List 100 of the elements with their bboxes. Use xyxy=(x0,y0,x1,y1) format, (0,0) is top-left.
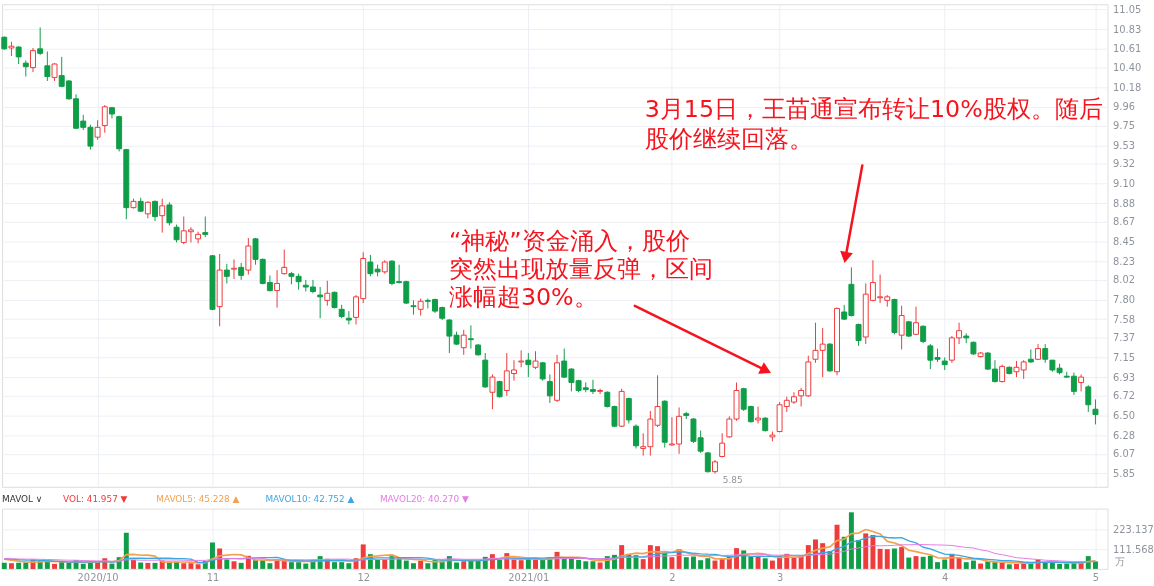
bar xyxy=(1006,564,1012,569)
y-tick-label: 8.23 xyxy=(1112,255,1135,267)
bar xyxy=(497,559,503,569)
candlestick xyxy=(274,269,281,309)
bar xyxy=(425,563,431,569)
y-tick-label: 7.80 xyxy=(1112,293,1135,305)
bar xyxy=(576,559,582,569)
bar xyxy=(303,563,309,569)
bar xyxy=(181,563,187,569)
candlestick xyxy=(324,280,331,307)
bar xyxy=(411,563,416,569)
candlestick xyxy=(460,329,467,356)
bar xyxy=(461,561,467,569)
bar xyxy=(978,563,984,569)
bar xyxy=(942,559,948,569)
bar xyxy=(755,556,761,569)
text: MAVOL20: 40.270 ▼ xyxy=(379,493,469,504)
y-tick-label: 9.53 xyxy=(1112,139,1135,151)
bar xyxy=(533,559,538,569)
y-tick-label: 223.137 xyxy=(1112,523,1154,535)
bar xyxy=(906,557,912,569)
y-tick-label: 8.67 xyxy=(1112,216,1135,228)
y-tick-label: 9.75 xyxy=(1112,120,1135,132)
bar xyxy=(963,562,969,569)
candlestick xyxy=(898,305,905,350)
candlestick xyxy=(44,51,51,82)
bar xyxy=(1064,563,1070,569)
bar xyxy=(253,560,259,569)
candlestick xyxy=(281,249,288,276)
candlestick xyxy=(345,310,352,325)
y-tick-label: 6.72 xyxy=(1112,390,1135,402)
bar xyxy=(138,562,144,569)
bar xyxy=(748,556,754,569)
legend-title: MAVOL ∨ xyxy=(1,493,43,504)
candlestick xyxy=(704,451,711,474)
bar xyxy=(418,560,424,569)
bar xyxy=(568,558,574,569)
bar xyxy=(403,560,409,569)
candlestick xyxy=(37,26,44,56)
candlestick xyxy=(525,352,532,378)
y-tick-label: 9.10 xyxy=(1112,178,1135,190)
x-tick-label: 11 xyxy=(206,572,220,584)
bar xyxy=(669,557,675,569)
y-tick-label: 7.58 xyxy=(1112,313,1135,325)
y-tick-label: 6.07 xyxy=(1112,448,1135,460)
bar xyxy=(296,562,302,569)
bar xyxy=(583,561,589,569)
bar xyxy=(970,560,976,569)
bar xyxy=(719,558,725,569)
y-tick-label: 5.85 xyxy=(1112,467,1135,479)
candlestick xyxy=(467,324,474,350)
bar xyxy=(382,559,388,569)
bar xyxy=(870,535,876,569)
bar xyxy=(769,560,775,569)
bar xyxy=(856,540,862,569)
bar xyxy=(540,559,546,569)
candlestick xyxy=(317,286,324,319)
y-tick-label: 6.93 xyxy=(1112,371,1135,383)
candlestick xyxy=(1092,398,1099,425)
annotation: “神秘”资金涌入，股价突然出现放量反弹，区间涨幅超30%。 xyxy=(448,226,713,311)
x-tick-label: 2020/10 xyxy=(77,572,119,584)
bar xyxy=(1092,561,1098,569)
line-series xyxy=(3,544,1096,563)
candlestick xyxy=(30,47,36,73)
bar xyxy=(985,561,991,569)
bar xyxy=(590,561,596,569)
y-tick-label: 8.88 xyxy=(1112,197,1135,209)
candlestick xyxy=(195,231,202,244)
bar xyxy=(992,561,998,569)
y-tick-label: 7.37 xyxy=(1112,332,1135,344)
bar xyxy=(877,548,883,569)
y-axis-title: 万 xyxy=(1115,555,1126,567)
y-tick-label: 6.50 xyxy=(1112,409,1135,421)
candlestick xyxy=(719,432,726,458)
bar xyxy=(66,562,72,569)
y-tick-label: 9.96 xyxy=(1112,101,1135,113)
candlestick xyxy=(1042,343,1049,364)
y-tick-label: 6.28 xyxy=(1112,429,1135,441)
candlestick xyxy=(152,200,158,222)
candlestick xyxy=(633,423,639,449)
candlestick xyxy=(1085,384,1092,413)
bar xyxy=(705,558,711,569)
bar xyxy=(224,559,230,569)
bar xyxy=(690,556,696,569)
bar xyxy=(884,549,890,569)
y-tick-label: 11.05 xyxy=(1112,4,1142,16)
bar xyxy=(561,558,567,569)
bar xyxy=(920,556,926,569)
bar xyxy=(145,562,151,569)
bar xyxy=(131,559,136,569)
bar xyxy=(339,562,345,569)
x-tick-label: 3 xyxy=(776,572,784,584)
candlestick xyxy=(410,299,417,316)
candlestick xyxy=(755,406,762,424)
y-tick-label: 8.02 xyxy=(1112,274,1135,286)
candlestick xyxy=(546,373,553,404)
bar xyxy=(238,562,244,569)
candlestick xyxy=(101,104,108,134)
bar xyxy=(375,559,381,569)
candlestick xyxy=(159,198,166,234)
